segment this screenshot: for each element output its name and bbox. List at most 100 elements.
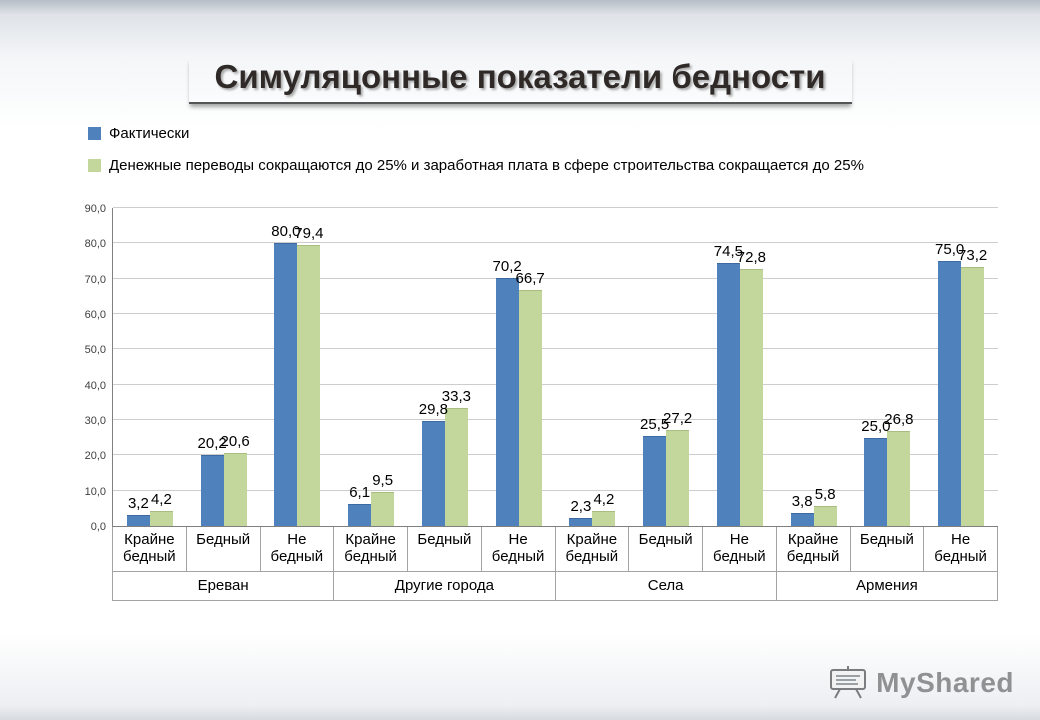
y-tick-label: 90,0 bbox=[84, 203, 106, 215]
category-label: Бедный bbox=[851, 527, 925, 571]
category-label-text: Бедный bbox=[417, 531, 472, 548]
category-label: Крайне бедный bbox=[556, 527, 630, 571]
y-tick-label: 50,0 bbox=[84, 344, 106, 357]
bar-value-label: 4,2 bbox=[593, 491, 615, 509]
page-title: Симуляцонные показатели бедности bbox=[188, 58, 852, 104]
bar-value-label: 33,3 bbox=[441, 388, 471, 406]
category-label: Бедный bbox=[408, 527, 482, 571]
bar-actual bbox=[348, 504, 372, 526]
category-label-text: Крайне бедный bbox=[565, 531, 619, 566]
gridline bbox=[113, 454, 998, 456]
bar-value-label: 20,2 bbox=[197, 434, 227, 452]
category-label-text: Бедный bbox=[196, 531, 251, 548]
bar-value-label: 74,5 bbox=[713, 242, 743, 260]
category-label-text: Крайне бедный bbox=[344, 531, 397, 566]
bar-scenario bbox=[666, 429, 690, 526]
bar-actual bbox=[716, 262, 740, 526]
y-tick-label: 40,0 bbox=[84, 379, 106, 392]
category-label-text: Бедный bbox=[638, 531, 693, 548]
presentation-screen-icon bbox=[830, 666, 867, 699]
bar-value-label: 66,7 bbox=[515, 270, 545, 288]
bar-value-label: 73,2 bbox=[958, 247, 988, 265]
bar-value-label: 6,1 bbox=[349, 484, 371, 502]
bar-actual bbox=[495, 277, 519, 526]
category-label: Не бедный bbox=[261, 527, 335, 571]
myshared-logo: MyShared bbox=[828, 666, 1014, 700]
group-label: Армения bbox=[777, 572, 998, 600]
bar-scenario bbox=[371, 492, 395, 526]
bar-scenario bbox=[813, 505, 837, 526]
category-label-text: Не бедный bbox=[934, 531, 987, 566]
bar-value-label: 3,8 bbox=[791, 492, 813, 510]
bar-value-label: 29,8 bbox=[418, 400, 448, 418]
watermark-text: MyShared bbox=[876, 667, 1014, 698]
bar-actual bbox=[421, 420, 445, 526]
category-label-text: Не бедный bbox=[270, 531, 324, 566]
category-label: Не бедный bbox=[482, 527, 556, 571]
bar-scenario bbox=[518, 290, 542, 526]
legend-label-scenario: Денежные переводы сокращаются до 25% и з… bbox=[109, 156, 864, 174]
bar-actual bbox=[569, 517, 593, 526]
bar-scenario bbox=[297, 245, 321, 526]
legend-item-actual: Фактически bbox=[88, 124, 1013, 144]
y-tick-label: 0,0 bbox=[90, 521, 106, 533]
category-label-text: Крайне бедный bbox=[786, 531, 840, 566]
y-tick-label: 10,0 bbox=[84, 485, 106, 498]
y-tick-label: 30,0 bbox=[84, 415, 106, 427]
bar-actual bbox=[126, 514, 150, 526]
bar-actual bbox=[938, 261, 962, 526]
bar-actual bbox=[643, 435, 667, 526]
chart-area: 0,0 10,0 20,0 30,0 40,0 50,0 60,0 70,0 80,0 90,0 … bbox=[80, 203, 998, 601]
chart-legend: Фактически Денежные переводы сокращаются… bbox=[88, 124, 1013, 187]
bar-scenario bbox=[961, 267, 985, 526]
gridline bbox=[113, 242, 998, 244]
category-label-text: Крайне бедный bbox=[123, 531, 176, 566]
legend-swatch-actual-icon bbox=[88, 127, 101, 140]
bar-value-label: 80,0 bbox=[271, 223, 301, 241]
bar-value-label: 75,0 bbox=[935, 241, 965, 258]
y-tick-label: 70,0 bbox=[84, 273, 106, 286]
axes: 3,2 4,2 20,2 20,6 80,0 79,4 6,1 9,5 29,8 33,3 70,2… bbox=[112, 207, 998, 601]
category-label-text: Не бедный bbox=[713, 531, 766, 566]
bar-value-label: 79,4 bbox=[294, 225, 324, 243]
category-label: Крайне бедный bbox=[113, 527, 187, 571]
y-tick-label: 80,0 bbox=[84, 238, 106, 251]
gridline bbox=[113, 277, 998, 279]
bar-value-label: 70,2 bbox=[492, 257, 522, 275]
category-label-text: Бедный bbox=[859, 531, 914, 548]
gridline bbox=[113, 348, 998, 350]
group-label: Ереван bbox=[113, 572, 335, 600]
legend-label-actual: Фактически bbox=[109, 125, 190, 142]
gridline bbox=[113, 383, 998, 385]
bar-value-label: 3,2 bbox=[127, 494, 149, 512]
group-label: Другие города bbox=[334, 572, 556, 600]
category-axis: Крайне бедный Бедный Не бедный Крайне бедны… bbox=[112, 527, 998, 572]
bar-actual bbox=[200, 454, 224, 526]
bar-scenario bbox=[887, 431, 911, 526]
legend-item-scenario: Денежные переводы сокращаются до 25% и з… bbox=[88, 156, 1013, 176]
bar-scenario bbox=[444, 408, 468, 526]
y-tick-label: 60,0 bbox=[84, 309, 106, 321]
legend-swatch-scenario-icon bbox=[88, 158, 101, 172]
bar-actual bbox=[790, 512, 814, 526]
y-axis: 0,0 10,0 20,0 30,0 40,0 50,0 60,0 70,0 80,0 90,0 bbox=[80, 203, 110, 533]
bar-value-label: 25,0 bbox=[861, 417, 891, 435]
bar-scenario bbox=[739, 268, 763, 526]
gridline bbox=[113, 313, 998, 314]
bar-scenario bbox=[592, 511, 616, 526]
title-wrap: Симуляцонные показатели бедности bbox=[0, 58, 1040, 104]
category-label: Бедный bbox=[187, 527, 261, 571]
group-axis: Ереван Другие города Села Армения bbox=[112, 572, 998, 601]
gridline bbox=[113, 419, 998, 420]
bar-value-label: 9,5 bbox=[372, 472, 394, 490]
bar-value-label: 72,8 bbox=[736, 248, 766, 266]
bar-actual bbox=[864, 437, 888, 526]
category-label-text: Не бедный bbox=[491, 531, 545, 566]
bar-value-label: 2,3 bbox=[570, 497, 592, 515]
y-tick-label: 20,0 bbox=[84, 450, 106, 463]
bar-actual bbox=[274, 243, 298, 526]
category-label: Не бедный bbox=[703, 527, 777, 571]
plot-area: 3,2 4,2 20,2 20,6 80,0 79,4 6,1 9,5 29,8 33,3 70,2… bbox=[112, 207, 998, 527]
category-label: Крайне бедный bbox=[334, 527, 408, 571]
